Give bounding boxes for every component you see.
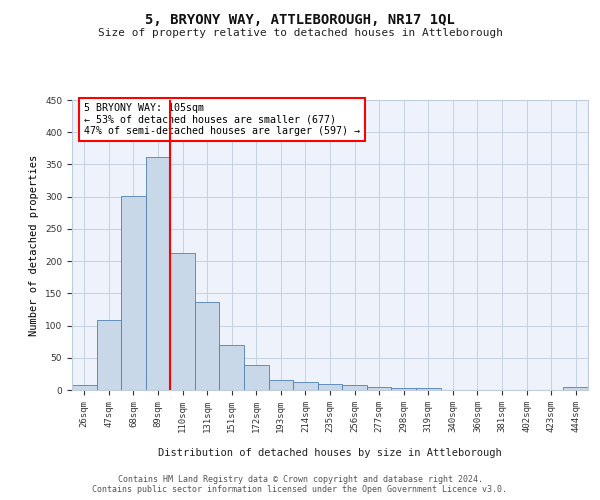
Text: 5, BRYONY WAY, ATTLEBOROUGH, NR17 1QL: 5, BRYONY WAY, ATTLEBOROUGH, NR17 1QL: [145, 12, 455, 26]
Bar: [220, 345, 244, 390]
Bar: [146, 156, 170, 390]
Bar: [121, 196, 146, 390]
Bar: [244, 365, 269, 390]
Text: Size of property relative to detached houses in Attleborough: Size of property relative to detached ho…: [97, 28, 503, 38]
Y-axis label: Number of detached properties: Number of detached properties: [29, 154, 40, 336]
Bar: [72, 385, 97, 390]
Bar: [318, 384, 342, 390]
Text: Contains HM Land Registry data © Crown copyright and database right 2024.
Contai: Contains HM Land Registry data © Crown c…: [92, 474, 508, 494]
Bar: [563, 388, 588, 390]
Text: Distribution of detached houses by size in Attleborough: Distribution of detached houses by size …: [158, 448, 502, 458]
Bar: [391, 388, 416, 390]
Bar: [293, 382, 318, 390]
Bar: [97, 320, 121, 390]
Bar: [195, 302, 220, 390]
Text: 5 BRYONY WAY: 105sqm
← 53% of detached houses are smaller (677)
47% of semi-deta: 5 BRYONY WAY: 105sqm ← 53% of detached h…: [84, 103, 360, 136]
Bar: [170, 252, 195, 390]
Bar: [269, 380, 293, 390]
Bar: [367, 387, 391, 390]
Bar: [342, 386, 367, 390]
Bar: [416, 388, 440, 390]
